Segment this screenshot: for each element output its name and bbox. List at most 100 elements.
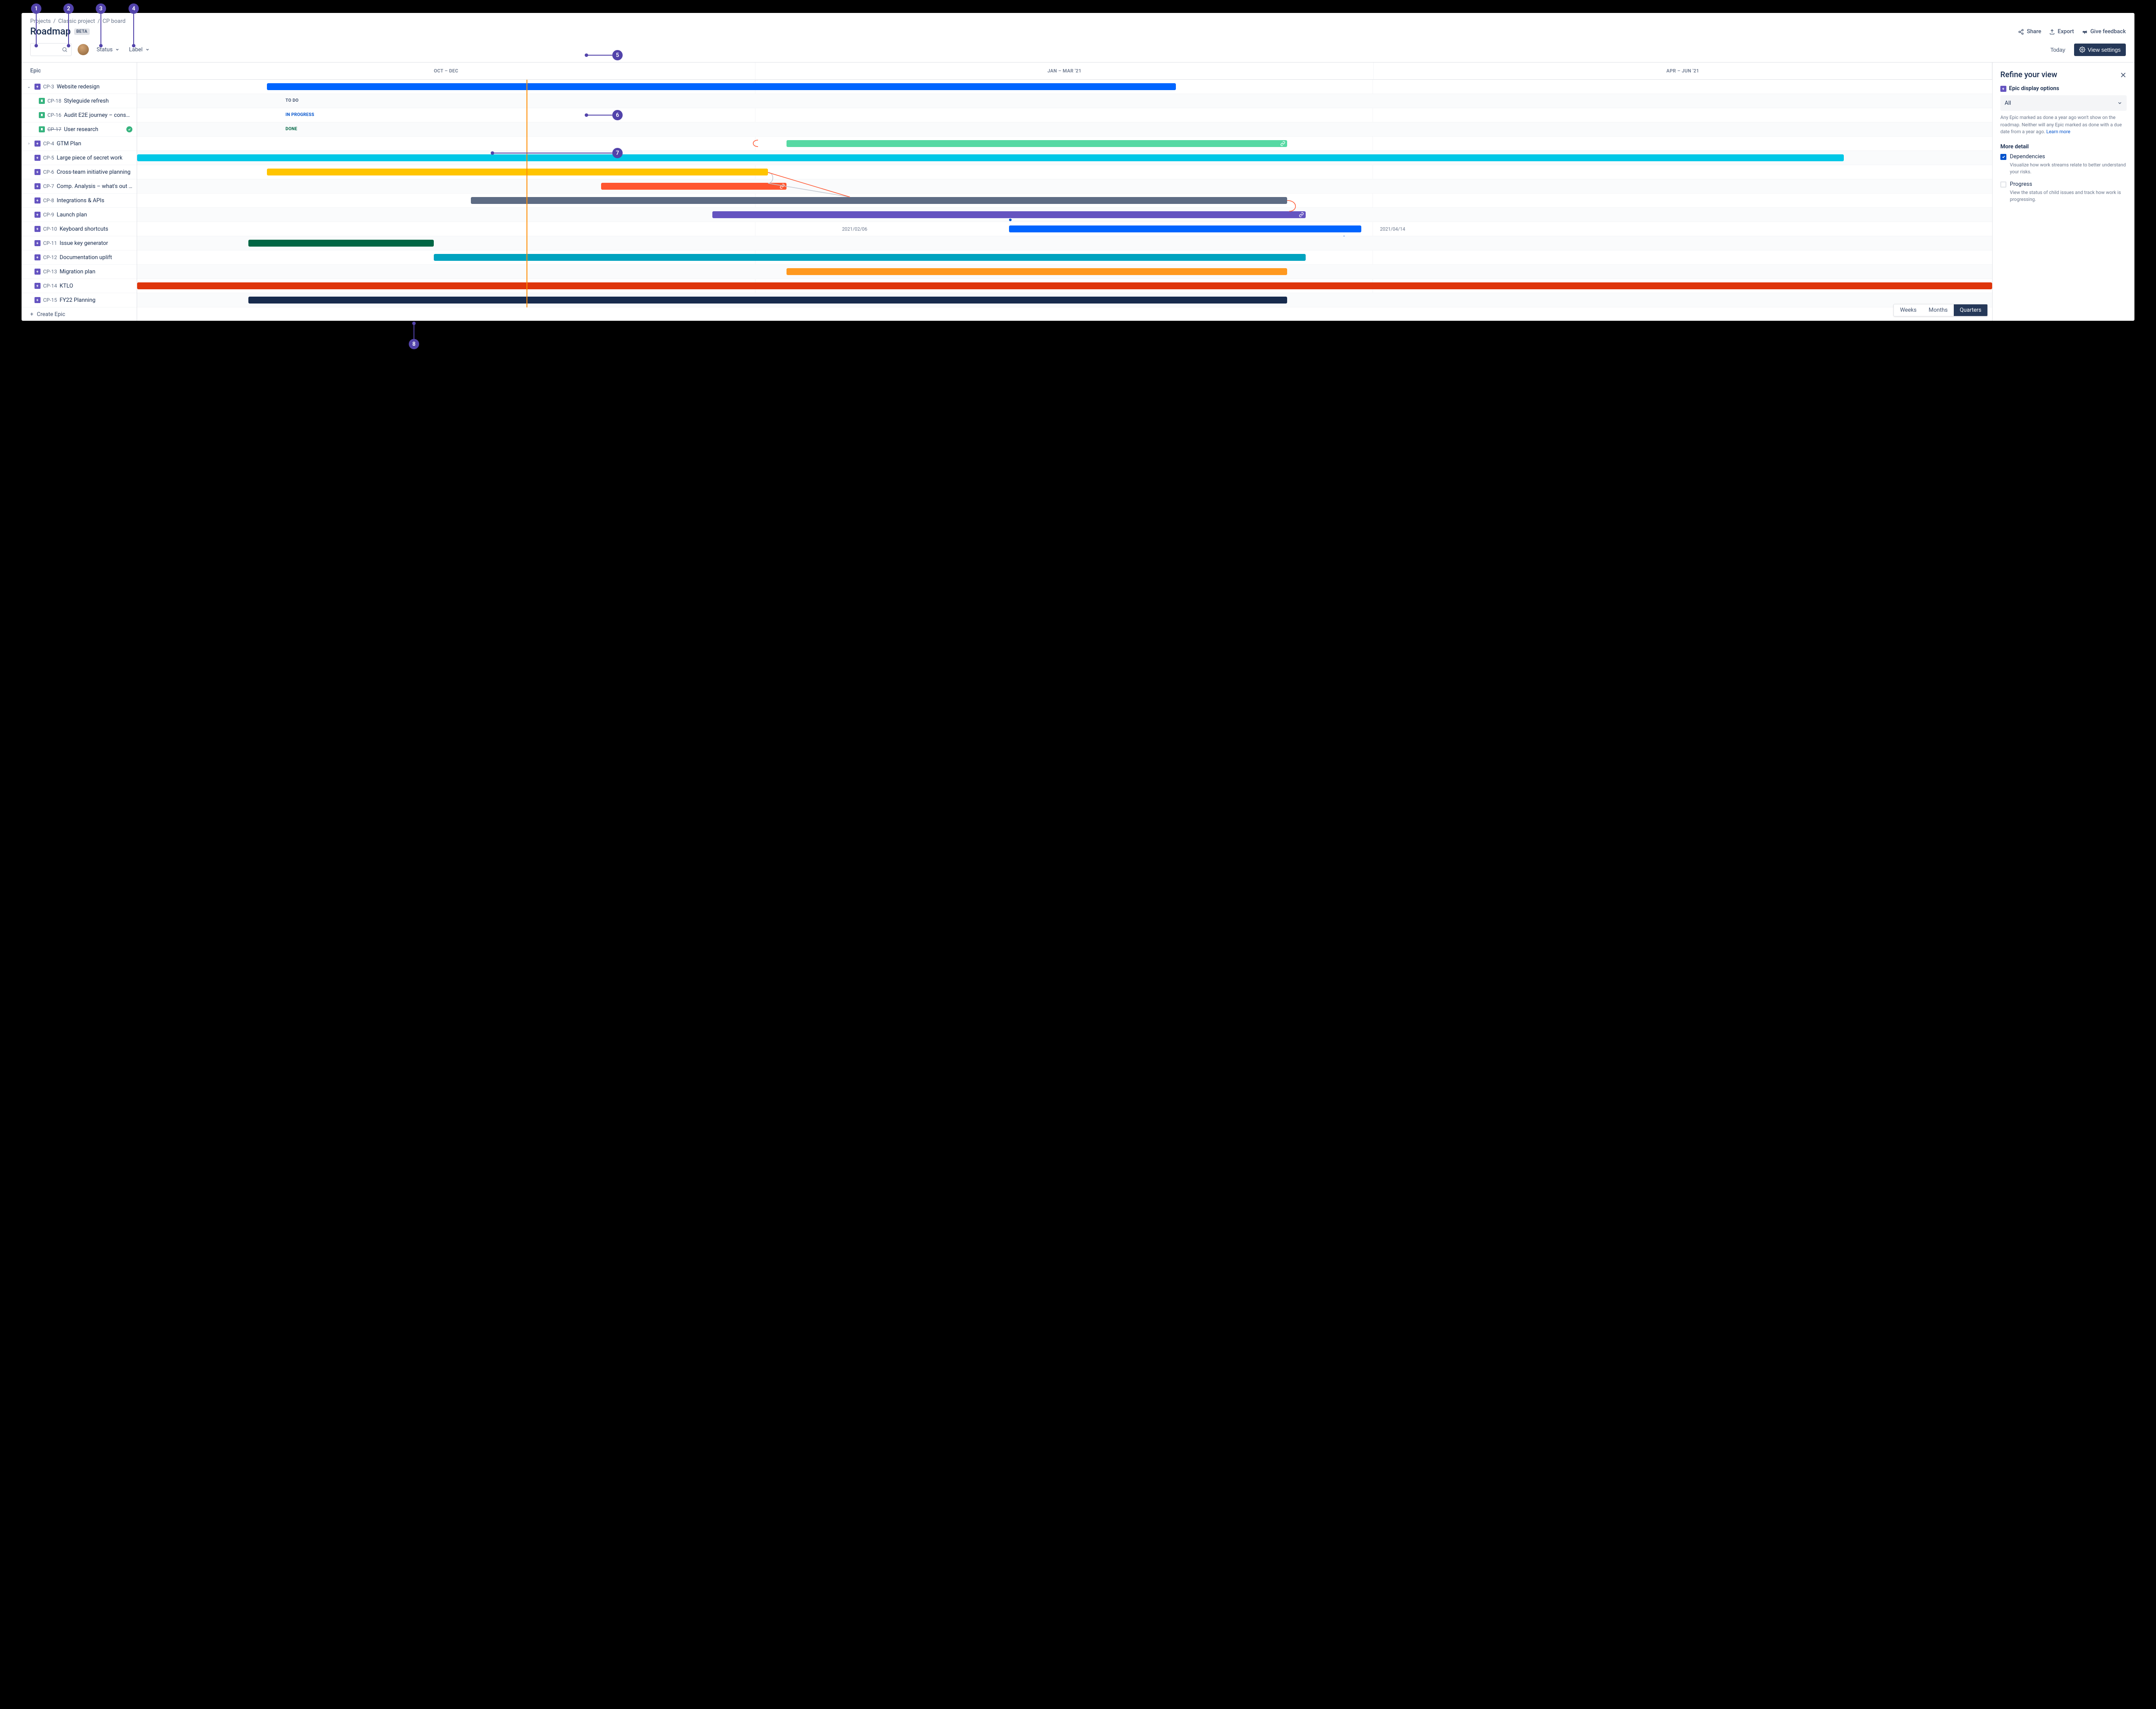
epic-name: Large piece of secret work bbox=[56, 155, 132, 161]
epic-row[interactable]: CP-15FY22 Planning bbox=[22, 293, 137, 307]
chevron-down-icon bbox=[2117, 100, 2122, 106]
epic-key: CP-15 bbox=[43, 297, 57, 303]
epic-bar[interactable] bbox=[137, 154, 1844, 161]
done-check-icon bbox=[126, 126, 132, 132]
epic-key: CP-7 bbox=[43, 183, 54, 189]
epic-row[interactable]: CP-18Styleguide refresh bbox=[22, 94, 137, 108]
callout-1: 1 bbox=[31, 3, 41, 14]
create-epic-button[interactable]: + Create Epic bbox=[22, 307, 137, 321]
epic-row[interactable]: CP-10Keyboard shortcuts bbox=[22, 222, 137, 236]
epic-name: User research bbox=[64, 126, 124, 133]
epic-key: CP-17 bbox=[47, 126, 61, 132]
beta-badge: BETA bbox=[74, 28, 90, 35]
checkbox-progress[interactable] bbox=[2000, 182, 2006, 188]
timeline-row bbox=[137, 236, 1992, 250]
epic-bar[interactable] bbox=[434, 254, 1306, 261]
epic-name: Launch plan bbox=[56, 212, 132, 218]
epic-icon bbox=[2000, 86, 2006, 92]
checkbox-label: Dependencies bbox=[2010, 153, 2045, 160]
main: Epic ⌄CP-3Website redesignCP-18Styleguid… bbox=[22, 62, 2134, 321]
epic-icon bbox=[34, 226, 41, 232]
epic-row[interactable]: CP-9Launch plan bbox=[22, 208, 137, 222]
callout-2: 2 bbox=[63, 3, 74, 14]
epic-bar[interactable] bbox=[248, 240, 434, 247]
checkbox-dependencies[interactable] bbox=[2000, 154, 2006, 160]
close-icon[interactable] bbox=[2120, 72, 2127, 78]
epic-display-select[interactable]: All bbox=[2000, 95, 2127, 111]
epic-key: CP-16 bbox=[47, 112, 61, 118]
epic-bar[interactable] bbox=[267, 83, 1176, 90]
epic-row[interactable]: CP-17User research bbox=[22, 122, 137, 137]
epic-icon bbox=[34, 269, 41, 275]
epic-bar[interactable] bbox=[787, 268, 1288, 275]
epic-display-label: Epic display options bbox=[2000, 85, 2127, 92]
epic-icon bbox=[34, 240, 41, 246]
epic-name: Website redesign bbox=[56, 84, 132, 90]
view-settings-button[interactable]: View settings bbox=[2074, 44, 2126, 56]
avatar[interactable] bbox=[78, 44, 89, 55]
epic-key: CP-4 bbox=[43, 141, 54, 147]
export-button[interactable]: Export bbox=[2049, 28, 2074, 35]
epic-bar[interactable] bbox=[787, 140, 1288, 147]
quarter-header: APR – JUN '21 bbox=[1374, 63, 1992, 79]
epic-row[interactable]: CP-13Migration plan bbox=[22, 265, 137, 279]
epic-name: KTLO bbox=[60, 283, 132, 289]
epic-row[interactable]: CP-7Comp. Analysis – what's out the… bbox=[22, 179, 137, 194]
epic-icon bbox=[34, 283, 41, 289]
feedback-button[interactable]: Give feedback bbox=[2082, 28, 2126, 35]
epic-row[interactable]: CP-6Cross-team initiative planning bbox=[22, 165, 137, 179]
story-icon bbox=[39, 98, 45, 104]
epic-row[interactable]: CP-8Integrations & APIs bbox=[22, 194, 137, 208]
timeline-row bbox=[137, 250, 1992, 265]
epic-bar[interactable] bbox=[267, 169, 768, 175]
epic-bar[interactable] bbox=[137, 282, 1992, 289]
chevron-down-icon bbox=[115, 47, 119, 52]
learn-more-link[interactable]: Learn more bbox=[2046, 129, 2071, 135]
story-icon bbox=[39, 126, 45, 132]
timeline-row bbox=[137, 165, 1992, 179]
epic-row[interactable]: CP-14KTLO bbox=[22, 279, 137, 293]
epic-row[interactable]: CP-5Large piece of secret work bbox=[22, 151, 137, 165]
collapse-icon[interactable]: ⌄ bbox=[26, 85, 32, 89]
epic-bar[interactable] bbox=[1009, 225, 1361, 232]
breadcrumb-projects[interactable]: Projects bbox=[30, 18, 51, 25]
epic-bar[interactable] bbox=[712, 211, 1306, 218]
breadcrumb-board[interactable]: CP board bbox=[103, 18, 125, 25]
epic-key: CP-18 bbox=[47, 98, 61, 104]
epic-name: Issue key generator bbox=[60, 240, 132, 247]
epic-row[interactable]: CP-11Issue key generator bbox=[22, 236, 137, 250]
epic-name: Documentation uplift bbox=[60, 254, 132, 261]
epic-bar[interactable] bbox=[471, 197, 1287, 204]
plus-icon: + bbox=[30, 311, 33, 318]
zoom-weeks[interactable]: Weeks bbox=[1894, 304, 1922, 316]
timeline[interactable]: OCT – DECJAN – MAR '21APR – JUN '21 TO D… bbox=[137, 63, 1992, 321]
today-button[interactable]: Today bbox=[2046, 44, 2070, 56]
story-icon bbox=[39, 112, 45, 118]
breadcrumb-classic[interactable]: Classic project bbox=[58, 18, 95, 25]
status-label: IN PROGRESS bbox=[285, 113, 314, 117]
epic-bar[interactable] bbox=[248, 297, 1287, 304]
zoom-months[interactable]: Months bbox=[1923, 304, 1954, 316]
export-icon bbox=[2049, 29, 2055, 35]
zoom-quarters[interactable]: Quarters bbox=[1954, 304, 1987, 316]
epic-key: CP-11 bbox=[43, 240, 57, 246]
epic-row[interactable]: CP-12Documentation uplift bbox=[22, 250, 137, 265]
timeline-row bbox=[137, 293, 1992, 307]
zoom-control: WeeksMonthsQuarters bbox=[1893, 304, 1988, 316]
epic-icon bbox=[34, 141, 41, 147]
epic-row[interactable]: ⌄CP-3Website redesign bbox=[22, 80, 137, 94]
share-button[interactable]: Share bbox=[2018, 28, 2041, 35]
epic-key: CP-12 bbox=[43, 254, 57, 260]
epic-icon bbox=[34, 155, 41, 161]
quarter-header: JAN – MAR '21 bbox=[755, 63, 1374, 79]
timeline-row bbox=[137, 137, 1992, 151]
panel-title: Refine your view bbox=[2000, 70, 2057, 79]
expand-icon[interactable]: › bbox=[26, 141, 32, 146]
callout-5: 5 bbox=[612, 50, 623, 60]
epic-name: Migration plan bbox=[60, 269, 132, 275]
callout-3: 3 bbox=[96, 3, 106, 14]
label-filter[interactable]: Label bbox=[127, 45, 151, 55]
epic-bar[interactable] bbox=[601, 183, 787, 190]
epic-row[interactable]: ›CP-4GTM Plan bbox=[22, 137, 137, 151]
epic-row[interactable]: CP-16Audit E2E journey – consu… bbox=[22, 108, 137, 122]
